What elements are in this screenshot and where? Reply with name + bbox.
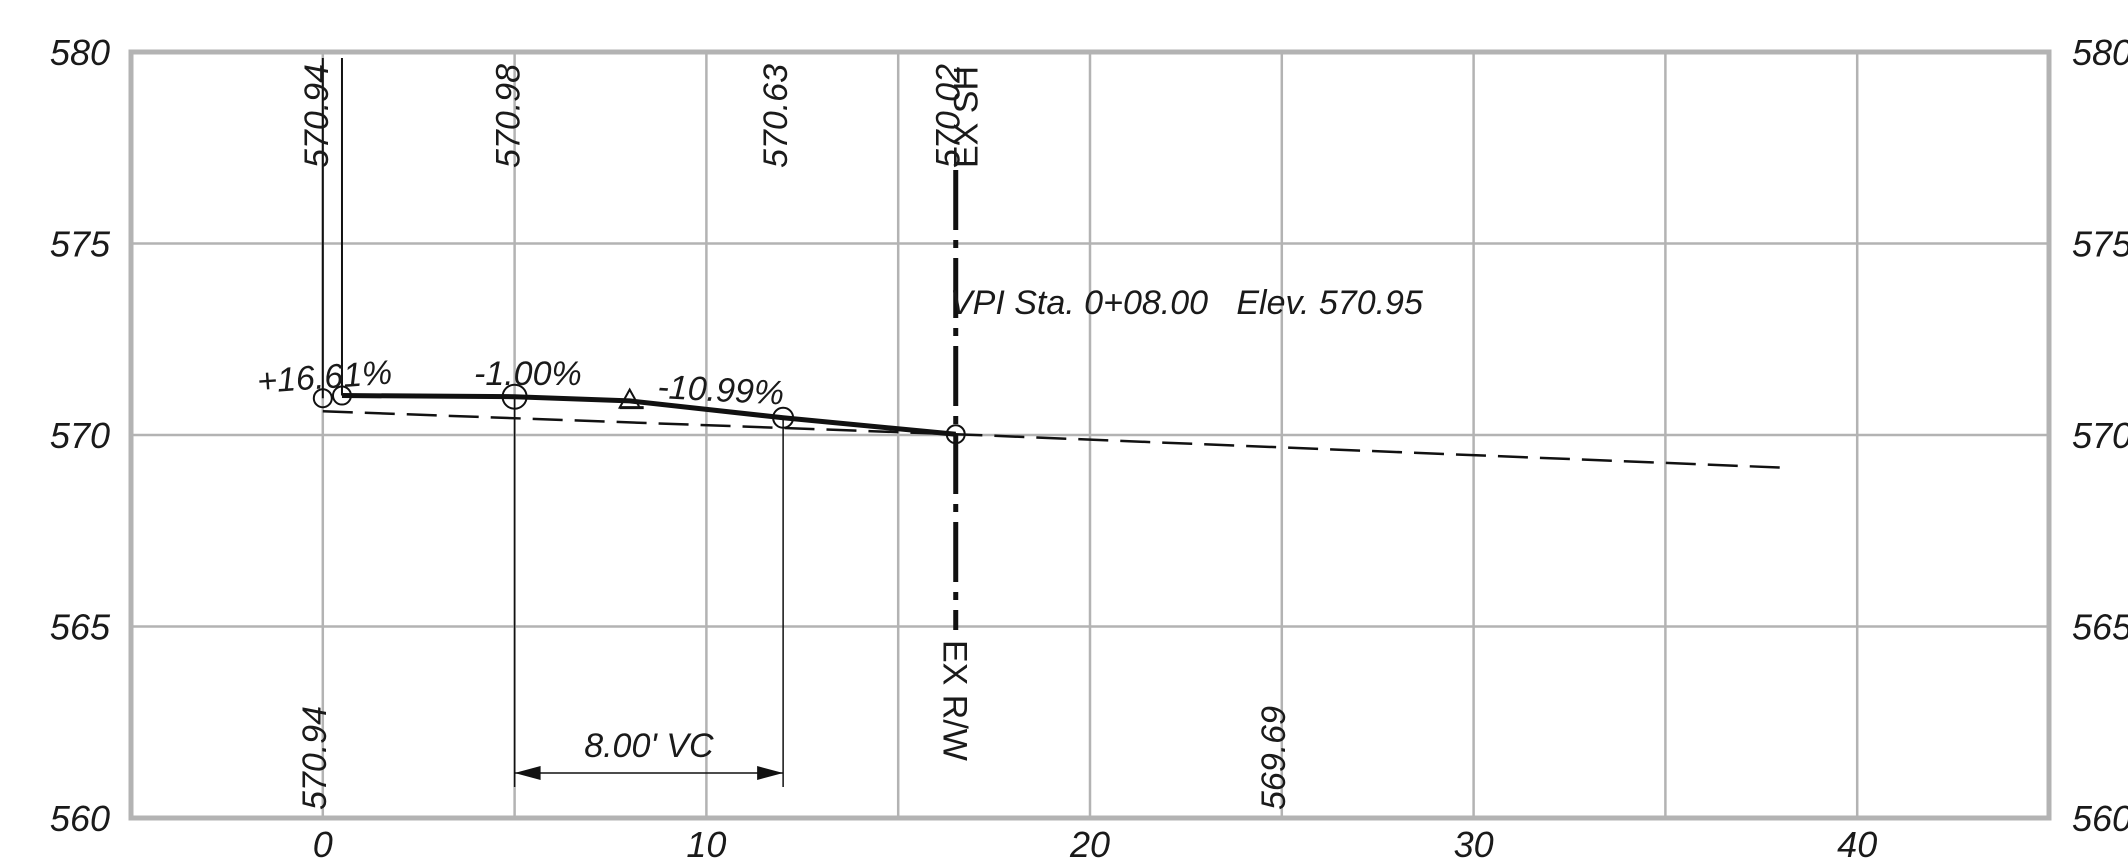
vertical-curve-dimension: 8.00' VC [514, 727, 784, 780]
grade-label: -10.99% [657, 368, 785, 413]
top-elevation-label: 570.94 [298, 64, 336, 168]
y-tick-right: 580 [2072, 32, 2128, 73]
plot-frame [128, 49, 2052, 821]
x-tick: 30 [1454, 824, 1494, 862]
top-elevation-label: 570.98 [490, 64, 528, 168]
profile-labels: 570.94 570.98 570.63 570.02 570.94 569.69 EX S… [256, 64, 1423, 810]
y-tick-left: 560 [50, 798, 110, 839]
y-tick-right: 575 [2072, 224, 2128, 265]
x-tick: 0 [313, 824, 333, 862]
x-axis-labels: 0 10 20 30 40 [313, 824, 1877, 862]
bottom-elevation-label: 570.94 [296, 706, 334, 810]
grid-lines [131, 52, 2049, 818]
end-circle-marker [945, 424, 966, 445]
y-tick-right: 570 [2072, 415, 2128, 456]
y-axis-right-labels: 580 575 570 565 560 [2072, 32, 2128, 839]
grade-label: -1.00% [474, 355, 582, 393]
y-tick-left: 565 [50, 607, 111, 648]
vc-arrow-right [757, 766, 784, 780]
bottom-elevation-label: 569.69 [1255, 706, 1293, 810]
x-tick: 40 [1837, 824, 1877, 862]
begin-circle-marker [312, 388, 333, 409]
y-axis-left-labels: 580 575 570 565 560 [50, 32, 111, 839]
ex-rw-label: EX R/W [936, 640, 974, 761]
ex-sh-label: EX SH [948, 66, 986, 168]
y-tick-right: 560 [2072, 798, 2128, 839]
vpi-label: VPI Sta. 0+08.00 Elev. 570.95 [950, 284, 1423, 322]
vc-arrow-left [514, 766, 541, 780]
grade-label: +16.61% [256, 354, 393, 401]
x-tick: 20 [1069, 824, 1110, 862]
y-tick-left: 580 [50, 32, 110, 73]
y-tick-right: 565 [2072, 607, 2128, 648]
existing-ground-line [322, 410, 1781, 469]
station-lines [321, 58, 784, 787]
top-elevation-label: 570.63 [757, 64, 795, 168]
x-tick: 10 [686, 824, 726, 862]
vertical-curve-label: 8.00' VC [584, 727, 714, 765]
begin-offset-circle-marker [331, 385, 352, 406]
proposed-profile-line [341, 393, 956, 437]
top-elevation-label: 570.02 [930, 64, 968, 168]
y-tick-left: 570 [50, 415, 110, 456]
profile-markers [312, 383, 966, 445]
y-tick-left: 575 [50, 224, 111, 265]
